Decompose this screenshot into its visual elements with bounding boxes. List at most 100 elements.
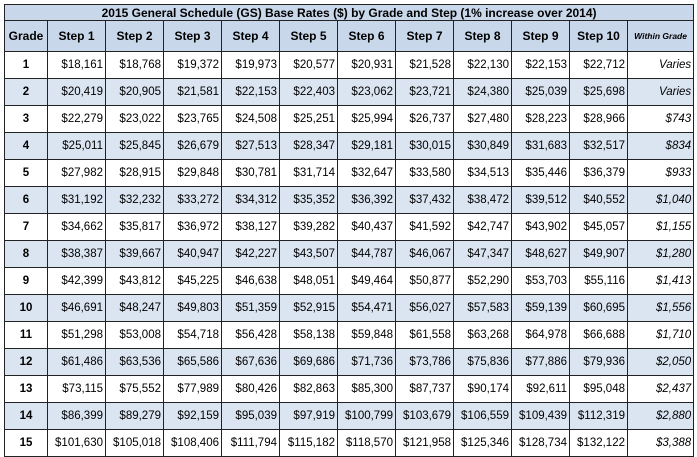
step-rate-cell: $60,695 xyxy=(569,294,628,322)
within-grade-cell: $2,437 xyxy=(626,375,695,403)
within-grade-cell: $1,710 xyxy=(626,321,695,349)
column-header-row: Grade Step 1 Step 2 Step 3 Step 4 Step 5 Step … xyxy=(4,20,695,52)
grade-cell: 5 xyxy=(4,159,48,187)
column-header: Step 1 xyxy=(47,20,106,52)
step-rate-cell: $33,272 xyxy=(163,186,222,214)
table-row: 14 $86,399 $89,279 $92,159 $95,039 $97,919 $10… xyxy=(4,402,695,430)
step-rate-cell: $23,765 xyxy=(163,105,222,133)
step-rate-cell: $22,279 xyxy=(47,105,106,133)
step-rate-cell: $20,577 xyxy=(279,51,338,79)
step-rate-cell: $27,982 xyxy=(47,159,106,187)
step-rate-cell: $25,039 xyxy=(511,78,570,106)
step-rate-cell: $75,836 xyxy=(453,348,512,376)
table-row: 13 $73,115 $75,552 $77,989 $80,426 $82,863 $85… xyxy=(4,375,695,403)
step-rate-cell: $34,662 xyxy=(47,213,106,241)
step-rate-cell: $36,972 xyxy=(163,213,222,241)
step-rate-cell: $67,636 xyxy=(221,348,280,376)
step-rate-cell: $71,736 xyxy=(337,348,396,376)
step-rate-cell: $35,817 xyxy=(105,213,164,241)
step-rate-cell: $37,432 xyxy=(395,186,454,214)
step-rate-cell: $33,580 xyxy=(395,159,454,187)
step-rate-cell: $22,153 xyxy=(511,51,570,79)
step-rate-cell: $30,781 xyxy=(221,159,280,187)
step-rate-cell: $32,232 xyxy=(105,186,164,214)
step-rate-cell: $27,513 xyxy=(221,132,280,160)
step-rate-cell: $23,062 xyxy=(337,78,396,106)
grade-cell: 15 xyxy=(4,429,48,457)
column-header: Step 3 xyxy=(163,20,222,52)
step-rate-cell: $34,513 xyxy=(453,159,512,187)
step-rate-cell: $59,139 xyxy=(511,294,570,322)
step-rate-cell: $42,747 xyxy=(453,213,512,241)
within-grade-cell: $1,556 xyxy=(626,294,695,322)
step-rate-cell: $49,464 xyxy=(337,267,396,295)
step-rate-cell: $31,683 xyxy=(511,132,570,160)
step-rate-cell: $42,227 xyxy=(221,240,280,268)
step-rate-cell: $49,907 xyxy=(569,240,628,268)
step-rate-cell: $54,471 xyxy=(337,294,396,322)
step-rate-cell: $23,022 xyxy=(105,105,164,133)
step-rate-cell: $34,312 xyxy=(221,186,280,214)
grade-cell: 11 xyxy=(4,321,48,349)
step-rate-cell: $65,586 xyxy=(163,348,222,376)
step-rate-cell: $61,486 xyxy=(47,348,106,376)
step-rate-cell: $73,115 xyxy=(47,375,106,403)
step-rate-cell: $49,803 xyxy=(163,294,222,322)
step-rate-cell: $26,679 xyxy=(163,132,222,160)
step-rate-cell: $22,403 xyxy=(279,78,338,106)
grade-cell: 1 xyxy=(4,51,48,79)
step-rate-cell: $46,638 xyxy=(221,267,280,295)
step-rate-cell: $128,734 xyxy=(511,429,570,457)
step-rate-cell: $115,182 xyxy=(279,429,338,457)
table-row: 2 $20,419 $20,905 $21,581 $22,153 $22,403 $23,… xyxy=(4,78,695,106)
table-row: 12 $61,486 $63,536 $65,586 $67,636 $69,686 $71… xyxy=(4,348,695,376)
column-header: Step 8 xyxy=(453,20,512,52)
step-rate-cell: $38,472 xyxy=(453,186,512,214)
step-rate-cell: $66,688 xyxy=(569,321,628,349)
grade-cell: 7 xyxy=(4,213,48,241)
step-rate-cell: $48,247 xyxy=(105,294,164,322)
grade-cell: 10 xyxy=(4,294,48,322)
column-header: Step 7 xyxy=(395,20,454,52)
step-rate-cell: $42,399 xyxy=(47,267,106,295)
step-rate-cell: $90,174 xyxy=(453,375,512,403)
step-rate-cell: $77,989 xyxy=(163,375,222,403)
step-rate-cell: $86,399 xyxy=(47,402,106,430)
within-grade-cell: $1,155 xyxy=(626,213,695,241)
step-rate-cell: $56,027 xyxy=(395,294,454,322)
step-rate-cell: $25,845 xyxy=(105,132,164,160)
gs-rates-table-container: 2015 General Schedule (GS) Base Rates ($… xyxy=(3,4,695,457)
step-rate-cell: $51,359 xyxy=(221,294,280,322)
step-rate-cell: $35,446 xyxy=(511,159,570,187)
step-rate-cell: $28,223 xyxy=(511,105,570,133)
step-rate-cell: $48,627 xyxy=(511,240,570,268)
step-rate-cell: $125,346 xyxy=(453,429,512,457)
step-rate-cell: $101,630 xyxy=(47,429,106,457)
grade-cell: 3 xyxy=(4,105,48,133)
step-rate-cell: $105,018 xyxy=(105,429,164,457)
step-rate-cell: $30,015 xyxy=(395,132,454,160)
step-rate-cell: $45,057 xyxy=(569,213,628,241)
within-grade-cell: $1,040 xyxy=(626,186,695,214)
step-rate-cell: $22,130 xyxy=(453,51,512,79)
step-rate-cell: $63,268 xyxy=(453,321,512,349)
step-rate-cell: $43,902 xyxy=(511,213,570,241)
step-rate-cell: $38,127 xyxy=(221,213,280,241)
grade-cell: 14 xyxy=(4,402,48,430)
step-rate-cell: $56,428 xyxy=(221,321,280,349)
step-rate-cell: $112,319 xyxy=(569,402,628,430)
step-rate-cell: $63,536 xyxy=(105,348,164,376)
within-grade-cell: Varies xyxy=(626,78,695,106)
within-grade-cell: $834 xyxy=(626,132,695,160)
step-rate-cell: $40,947 xyxy=(163,240,222,268)
step-rate-cell: $106,559 xyxy=(453,402,512,430)
step-rate-cell: $21,581 xyxy=(163,78,222,106)
column-header: Step 9 xyxy=(511,20,570,52)
step-rate-cell: $20,905 xyxy=(105,78,164,106)
table-row: 11 $51,298 $53,008 $54,718 $56,428 $58,138 $59… xyxy=(4,321,695,349)
gs-rates-table: 2015 General Schedule (GS) Base Rates ($… xyxy=(3,4,695,457)
step-rate-cell: $20,419 xyxy=(47,78,106,106)
step-rate-cell: $35,352 xyxy=(279,186,338,214)
step-rate-cell: $132,122 xyxy=(569,429,628,457)
step-rate-cell: $118,570 xyxy=(337,429,396,457)
